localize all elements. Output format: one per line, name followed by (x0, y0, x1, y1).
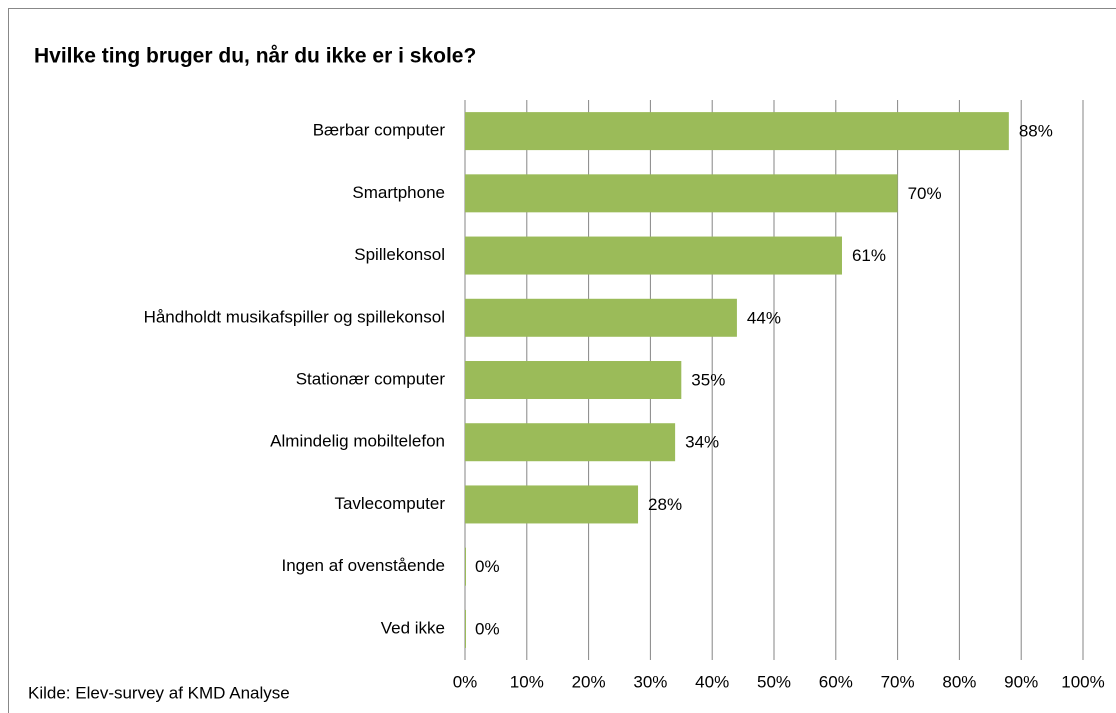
data-label: 0% (475, 557, 500, 576)
bar (465, 174, 898, 213)
x-tick-label: 50% (757, 672, 791, 691)
bar (465, 298, 737, 337)
x-tick-label: 20% (572, 672, 606, 691)
y-tick-label: Håndholdt musikafspiller og spillekonsol (144, 307, 445, 326)
chart-title: Hvilke ting bruger du, når du ikke er i … (34, 45, 476, 68)
y-tick-label: Bærbar computer (313, 121, 446, 140)
x-tick-label: 80% (942, 672, 976, 691)
y-tick-label: Ingen af ovenstående (281, 556, 445, 575)
x-tick-label: 90% (1004, 672, 1038, 691)
data-label: 88% (1019, 122, 1053, 141)
bar (465, 547, 466, 586)
y-tick-label: Stationær computer (296, 369, 446, 388)
data-label: 34% (685, 433, 719, 452)
bar (465, 236, 842, 275)
source-note: Kilde: Elev-survey af KMD Analyse (28, 683, 290, 702)
bar (465, 361, 682, 399)
data-label: 70% (908, 184, 942, 203)
x-tick-label: 100% (1061, 672, 1104, 691)
x-tick-label: 40% (695, 672, 729, 691)
y-tick-label: Spillekonsol (354, 245, 445, 264)
x-tick-label: 60% (819, 672, 853, 691)
x-tick-label: 70% (881, 672, 915, 691)
data-label: 28% (648, 495, 682, 514)
x-tick-label: 0% (453, 672, 478, 691)
data-label: 44% (747, 308, 781, 327)
y-tick-label: Smartphone (352, 183, 445, 202)
x-tick-label: 30% (633, 672, 667, 691)
x-tick-label: 10% (510, 672, 544, 691)
data-label: 0% (475, 619, 500, 638)
y-tick-label: Almindelig mobiltelefon (270, 432, 445, 451)
data-label: 61% (852, 246, 886, 265)
bar (465, 485, 639, 524)
bar (465, 609, 466, 648)
data-label: 35% (691, 370, 725, 389)
y-tick-label: Ved ikke (381, 618, 445, 637)
bar (465, 423, 676, 462)
bar (465, 112, 1009, 151)
y-tick-label: Tavlecomputer (334, 494, 445, 513)
